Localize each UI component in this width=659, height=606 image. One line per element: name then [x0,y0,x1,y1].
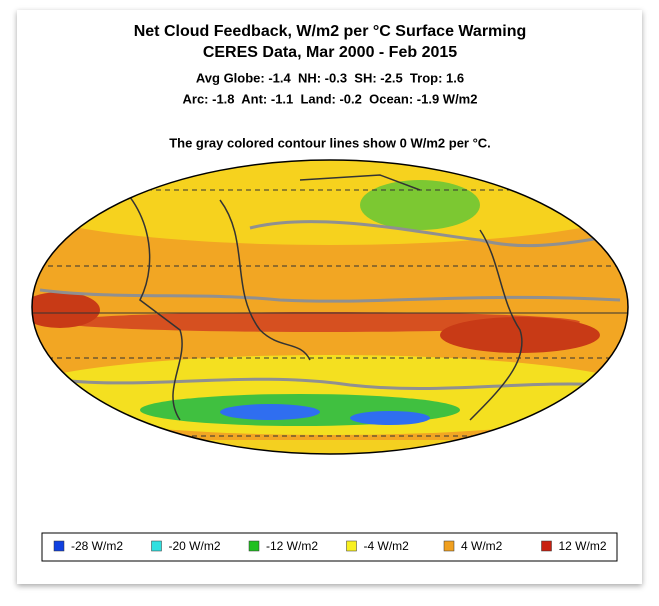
legend-swatch [248,540,260,552]
legend-label: -28 W/m2 [71,539,123,553]
legend-swatch [443,540,455,552]
legend-label: -4 W/m2 [364,539,410,553]
legend-label: -20 W/m2 [169,539,221,553]
legend: -28 W/m2 -20 W/m2 -12 W/m2 -4 W/m2 4 W/m2 12 … [53,539,607,553]
map-border [31,159,629,455]
stats: Avg Globe: -1.4 NH: -0.3 SH: -2.5 Trop: … [196,70,464,85]
legend-box [41,532,618,562]
stats: Arc: -1.8 Ant: -1.1 Land: -0.2 Ocean: -1… [183,91,478,106]
subtitle: CERES Data, Mar 2000 - Feb 2015 [203,44,457,61]
legend-label: -12 W/m2 [266,539,318,553]
map [32,160,628,454]
legend-swatch [53,540,65,552]
title: Net Cloud Feedback, W/m2 per °C Surface … [134,23,527,40]
legend-swatch [346,540,357,552]
legend-label: 4 W/m2 [461,539,503,553]
legend-swatch [541,540,552,552]
note: The gray colored contour lines show 0 W/… [169,135,491,150]
legend-label: 12 W/m2 [559,539,607,553]
legend-swatch [151,540,162,552]
